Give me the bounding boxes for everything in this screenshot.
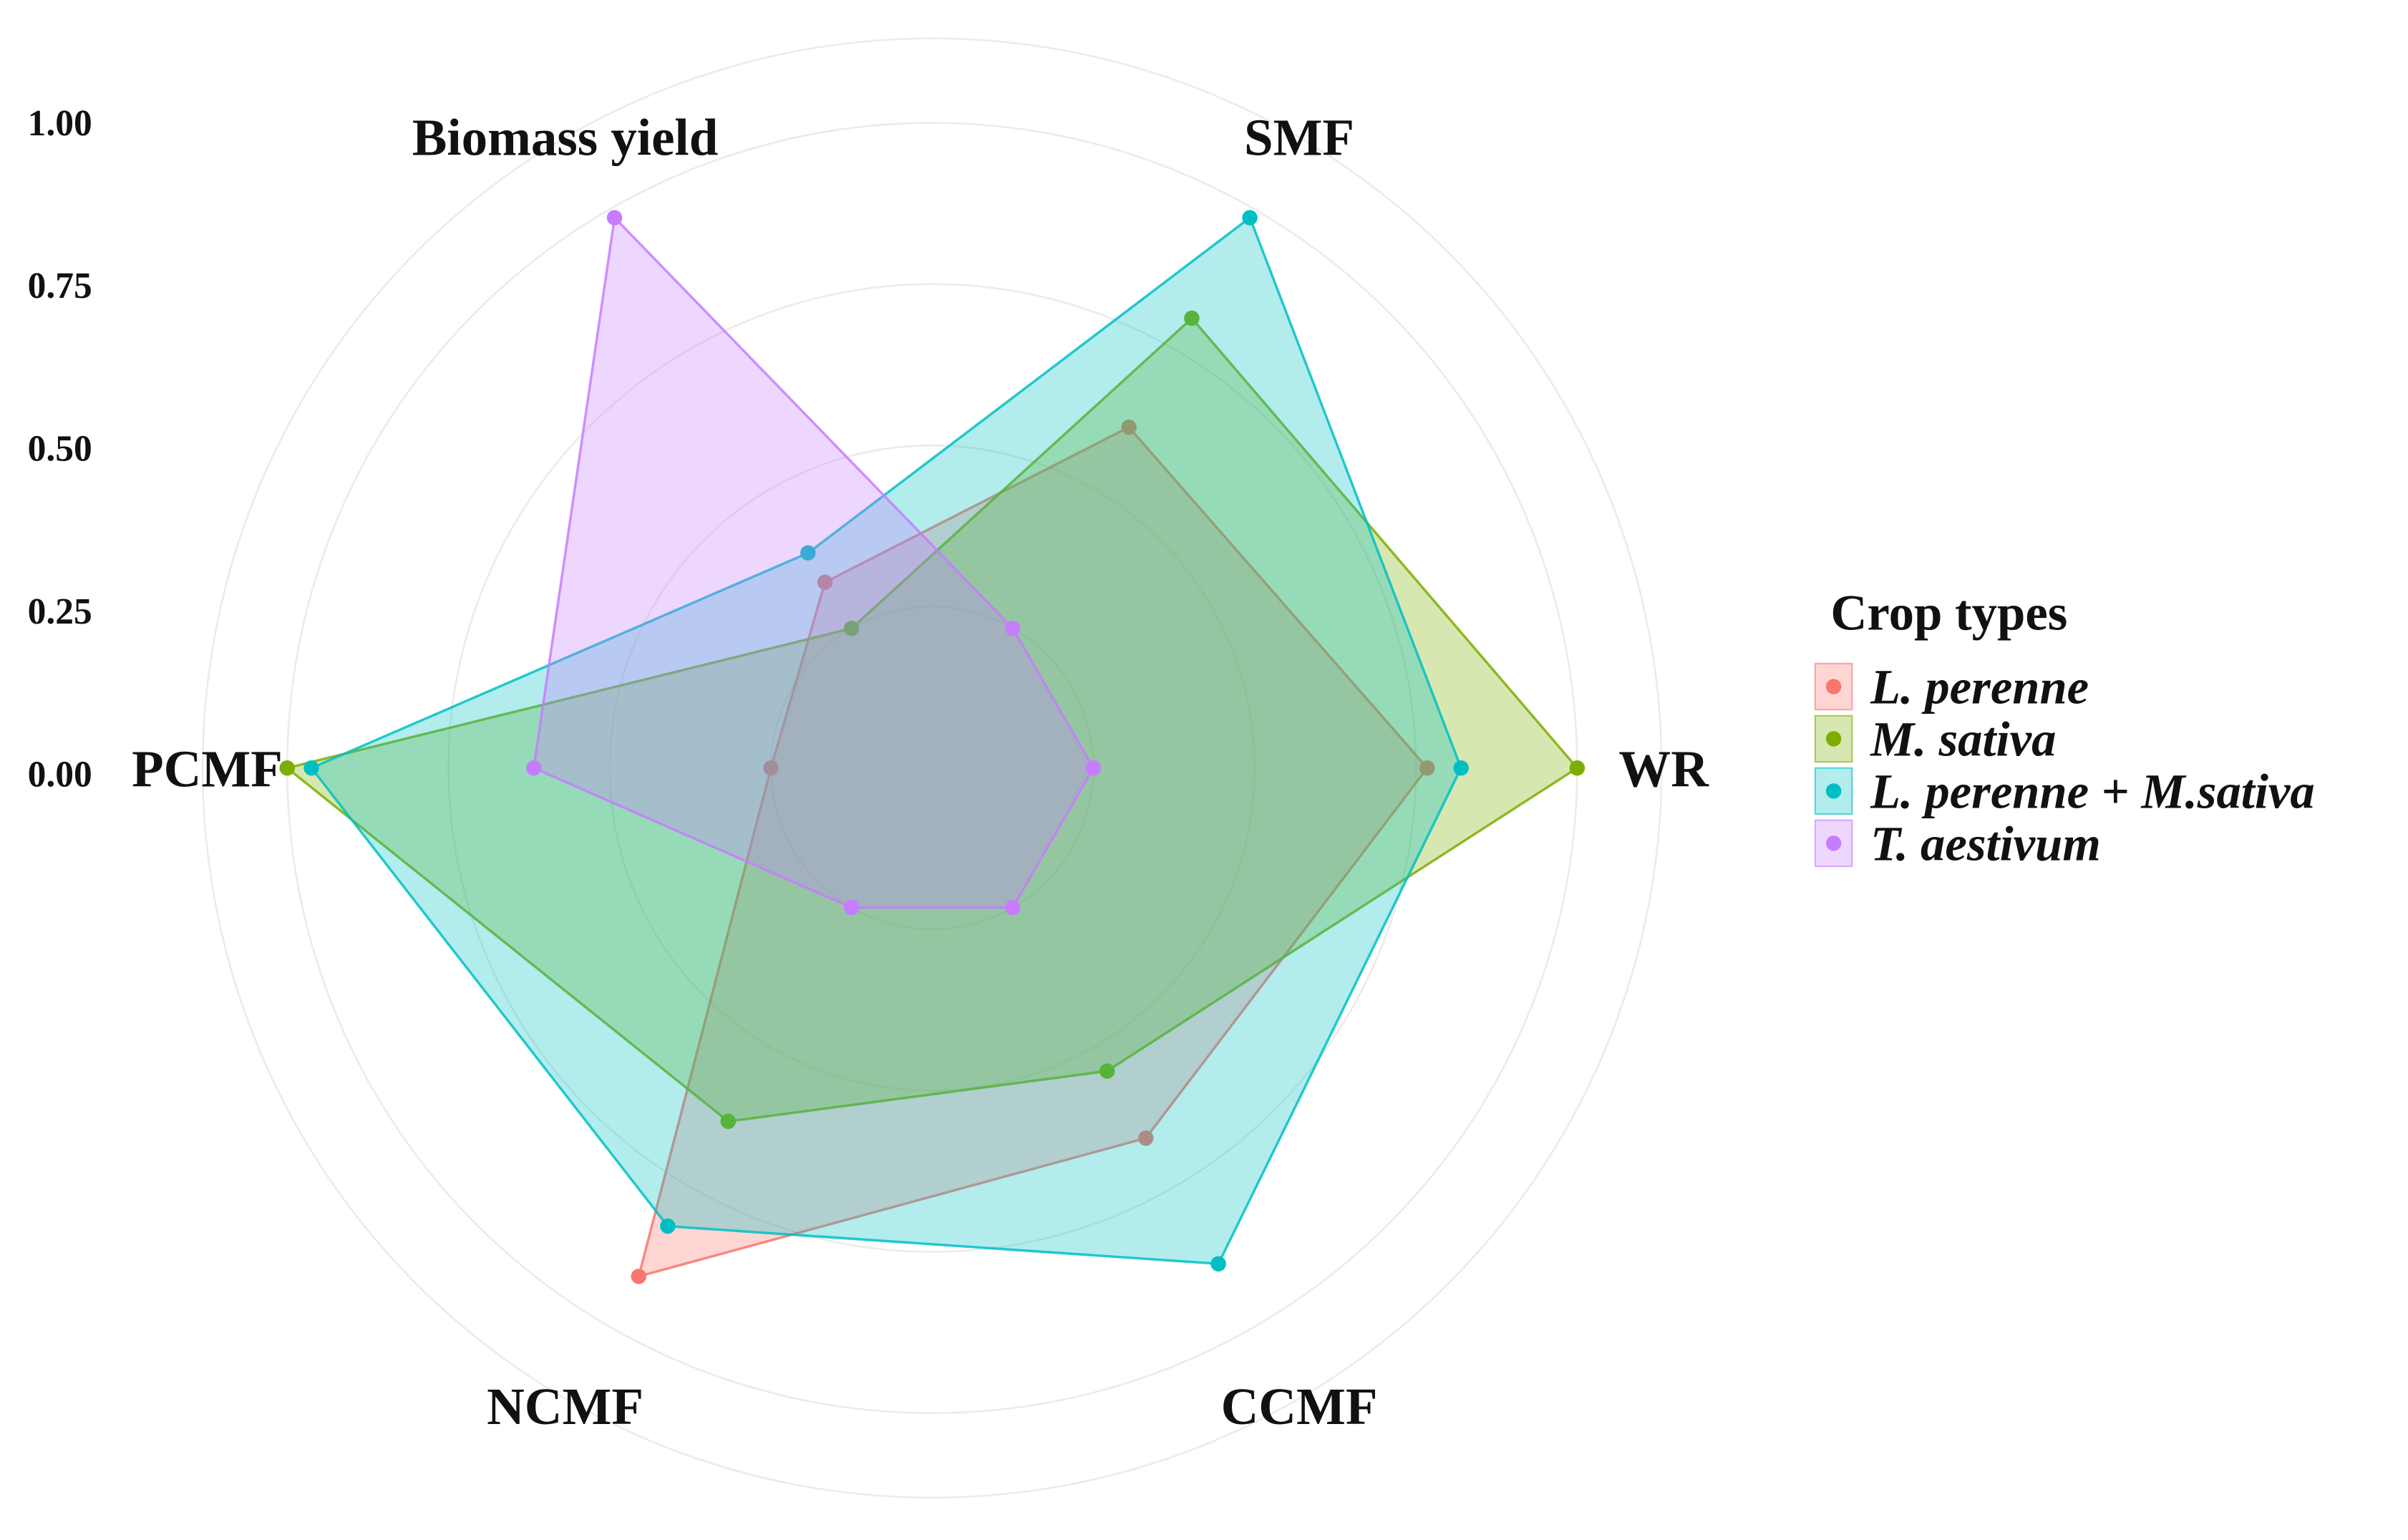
data-point [720,1113,737,1129]
legend-label: L. perenne [1870,660,2089,715]
series-2 [304,210,1469,1272]
radar-series [279,210,1586,1284]
legend-item: T. aestivum [1814,816,2101,871]
legend-point [1825,836,1842,851]
data-point [1569,760,1586,776]
radial-tick-label: 0.25 [28,591,92,632]
axis-label: CCMF [1221,1377,1378,1435]
data-point [1210,1256,1226,1272]
data-point [763,760,779,776]
data-point [1453,760,1469,776]
data-point [1005,620,1021,636]
data-point [279,760,295,776]
radial-tick-label: 1.00 [28,103,92,144]
data-point [817,574,833,590]
data-point [304,760,319,776]
axis-label: PCMF [132,740,283,798]
grid-circle [447,283,1417,1253]
data-point [1419,760,1435,776]
series-3 [526,210,1102,916]
legend-item: L. perenne [1814,660,2089,715]
legend-label: M. sativa [1870,712,2056,767]
axis-labels: Biomass yield SMF WR CCMF NCMF PCMF [132,109,1709,1435]
axis-label: SMF [1244,109,1354,167]
axis-label: WR [1618,740,1709,798]
data-point [1242,210,1258,226]
legend-point [1825,731,1842,747]
grid-circle [608,444,1256,1092]
axis-label: Biomass yield [412,109,719,167]
data-point [843,900,860,916]
series-0 [631,419,1435,1284]
radial-tick-label: 0.00 [28,754,92,795]
data-point [660,1218,676,1234]
radial-tick-label: 0.75 [28,266,92,306]
legend-label: L. perenne + M.sativa [1870,764,2315,818]
radial-tick-labels: 0.00 0.25 0.50 0.75 1.00 [28,103,92,795]
legend-point [1825,783,1842,799]
data-point [606,210,623,226]
legend-label: T. aestivum [1870,816,2101,871]
data-point [1138,1130,1154,1146]
series-1 [279,310,1586,1129]
legend-point [1825,679,1842,694]
legend-item: L. perenne + M.sativa [1814,764,2315,818]
legend-title: Crop types [1830,586,2067,641]
data-point [526,760,542,776]
legend-item: M. sativa [1814,712,2056,767]
data-point [1085,760,1102,776]
data-point [800,545,816,561]
data-point [1099,1063,1115,1079]
data-point [1005,900,1021,916]
data-point [843,620,860,636]
data-point [1121,419,1137,435]
grid-circle [201,37,1663,1499]
axis-label: NCMF [487,1377,644,1435]
data-point [1184,310,1200,326]
radial-tick-label: 0.50 [28,429,92,470]
data-point [631,1269,646,1284]
legend-key [1814,819,1853,868]
